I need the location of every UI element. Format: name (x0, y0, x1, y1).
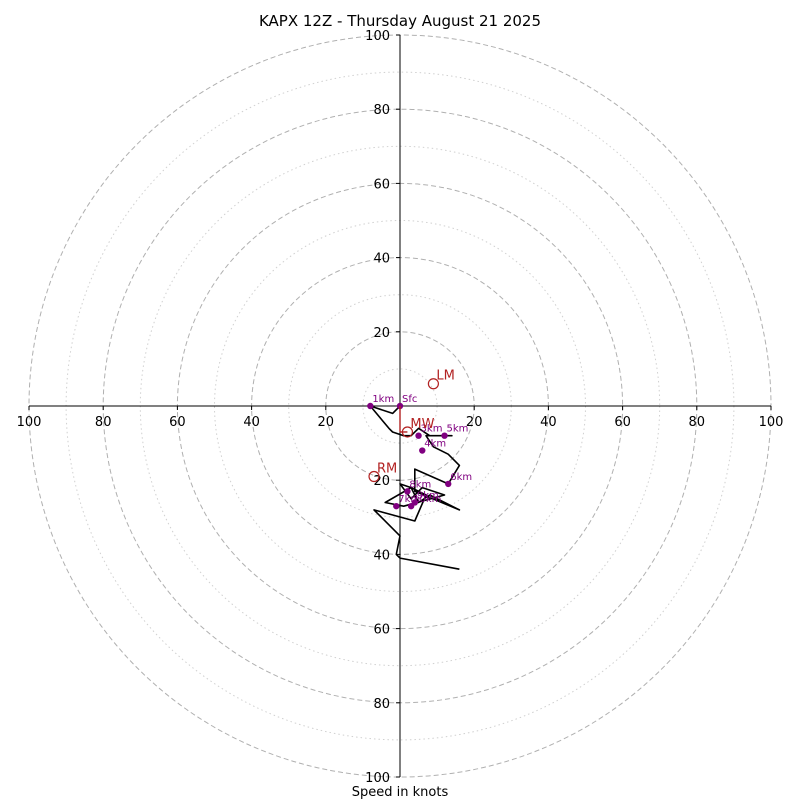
height-marker-label: 5km (447, 424, 469, 435)
x-tick-label: 60 (169, 415, 186, 430)
x-tick-label: 100 (759, 415, 784, 430)
height-marker-label: 10km (413, 494, 441, 505)
height-marker-dot (367, 402, 374, 410)
storm-motion-marker (427, 378, 439, 390)
x-tick-label: 60 (614, 415, 631, 430)
height-marker-dot (419, 447, 426, 454)
y-tick-label: 40 (373, 252, 390, 267)
x-tick-label: 100 (17, 415, 42, 430)
storm-motion-label: MW (410, 417, 434, 432)
y-tick-label: 80 (373, 103, 390, 118)
height-marker-dot (404, 488, 411, 495)
height-marker-label: 9km (417, 490, 439, 501)
y-tick-label: 100 (365, 771, 390, 786)
chart-title: KAPX 12Z - Thursday August 21 2025 (259, 12, 541, 30)
height-marker-dot (415, 432, 422, 439)
x-axis-label: Speed in knots (352, 785, 449, 800)
x-tick-label: 80 (689, 415, 706, 430)
x-tick-label: 20 (466, 415, 483, 430)
height-marker-label: 4km (424, 439, 446, 450)
storm-motion-marker (401, 426, 414, 438)
height-marker-label: 6km (450, 472, 472, 483)
height-marker-label: 8km (409, 479, 431, 490)
height-marker-label: 3km (421, 424, 443, 435)
height-marker-label: Sfc (402, 394, 417, 405)
x-tick-label: 20 (318, 415, 335, 430)
height-marker-dot (445, 480, 452, 488)
storm-motion-marker (368, 470, 380, 483)
height-marker-dot (393, 502, 400, 510)
hodograph-trace (369, 405, 461, 570)
x-tick-label: 80 (95, 415, 112, 430)
storm-motion-label: RM (377, 461, 397, 476)
y-tick-label: 80 (373, 697, 390, 712)
height-marker-dot (407, 502, 415, 510)
y-tick-label: 60 (373, 623, 390, 638)
y-tick-label: 100 (365, 29, 390, 44)
y-tick-label: 20 (373, 474, 390, 489)
height-marker-dot (441, 432, 448, 439)
storm-motion-label: LM (436, 369, 454, 384)
height-marker-label: 1km (372, 394, 394, 405)
y-tick-label: 40 (373, 548, 390, 563)
y-tick-label: 60 (373, 177, 390, 192)
height-marker-label: 7km (398, 494, 420, 505)
y-tick-label: 20 (373, 326, 390, 341)
x-tick-label: 40 (540, 415, 557, 430)
x-tick-label: 40 (243, 415, 260, 430)
